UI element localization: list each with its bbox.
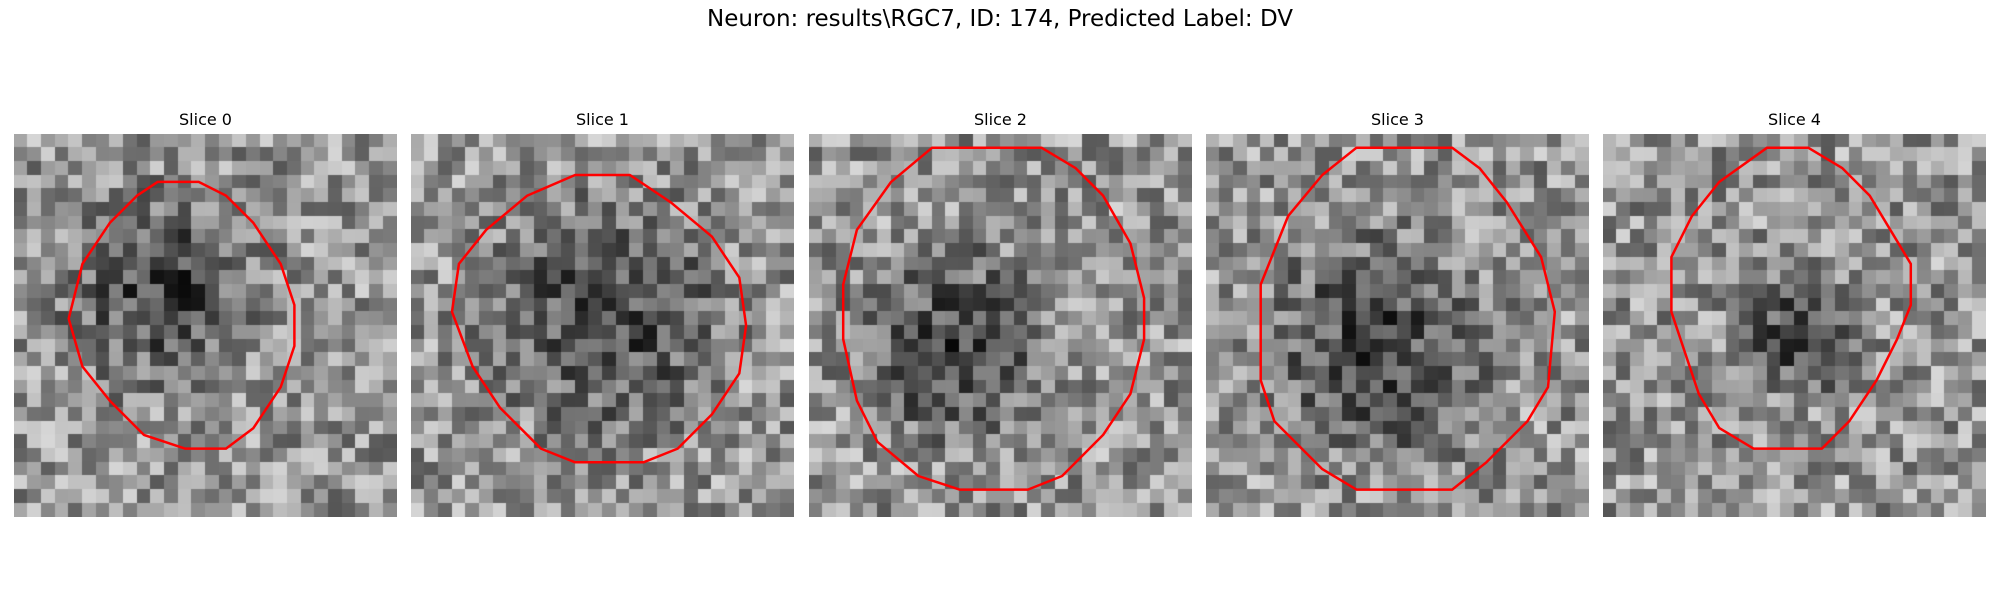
- slice-panel-4: Slice 4: [1603, 108, 1986, 517]
- contour-overlay-0: [67, 180, 296, 450]
- slice-image-4: [1603, 134, 1986, 517]
- slice-panel-0: Slice 0: [14, 108, 397, 517]
- contour-overlay-2: [841, 146, 1146, 491]
- slice-image-3: [1206, 134, 1589, 517]
- contour-outline-4: [1670, 146, 1913, 450]
- contour-overlay-4: [1670, 146, 1913, 450]
- slice-title-4: Slice 4: [1768, 110, 1821, 129]
- slice-panel-1: Slice 1: [411, 108, 794, 517]
- slice-image-0: [14, 134, 397, 517]
- slice-panel-3: Slice 3: [1206, 108, 1589, 517]
- slice-title-0: Slice 0: [179, 110, 232, 129]
- figure-title: Neuron: results\RGC7, ID: 174, Predicted…: [706, 6, 1294, 32]
- slice-title-3: Slice 3: [1371, 110, 1424, 129]
- contour-outline-0: [67, 180, 296, 450]
- slice-title-2: Slice 2: [974, 110, 1027, 129]
- contour-overlay-1: [450, 173, 748, 464]
- contour-overlay-3: [1259, 146, 1557, 491]
- slice-title-1: Slice 1: [576, 110, 629, 129]
- slice-image-2: [809, 134, 1192, 517]
- contour-outline-2: [841, 146, 1146, 491]
- slice-image-1: [411, 134, 794, 517]
- slice-panel-2: Slice 2: [809, 108, 1192, 517]
- contour-outline-3: [1259, 146, 1557, 491]
- contour-outline-1: [450, 173, 748, 464]
